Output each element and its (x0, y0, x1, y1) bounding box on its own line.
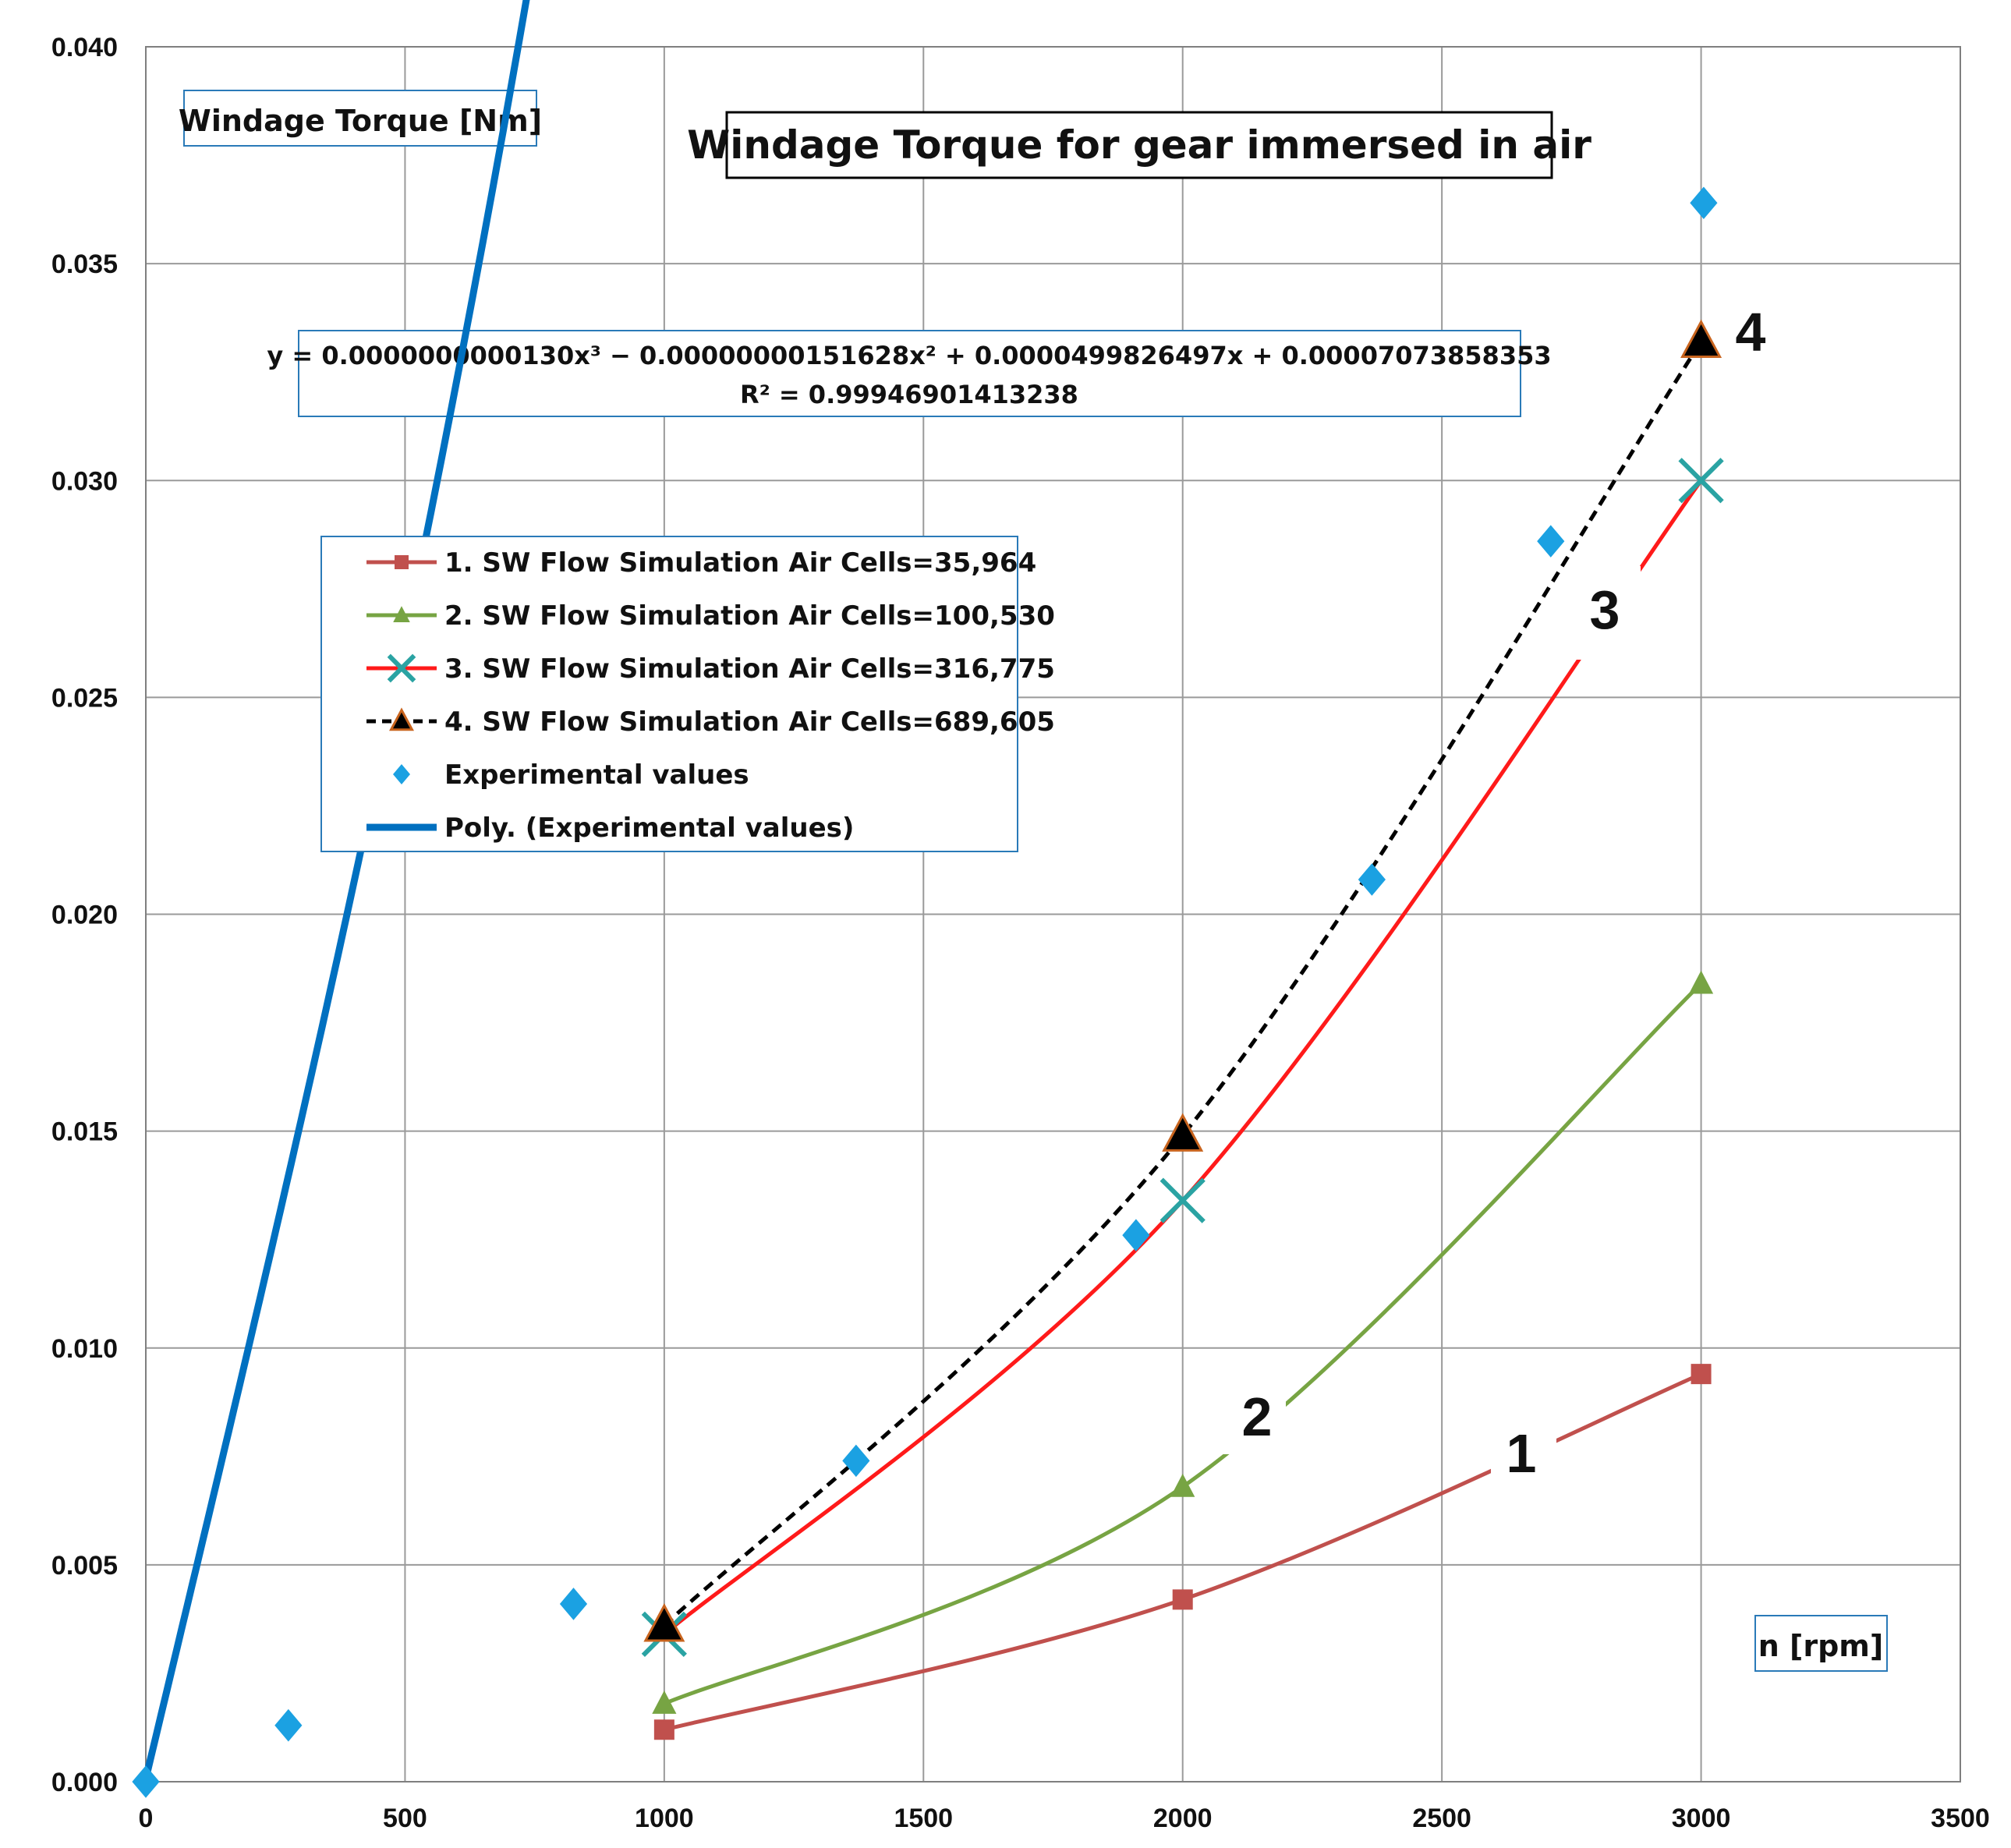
x-tick-label: 2000 (1153, 1804, 1213, 1833)
x-tick-label: 1000 (635, 1804, 694, 1833)
x-marker-stroke (1160, 1177, 1206, 1223)
series-4-line (663, 340, 1703, 1627)
y-tick-label: 0.010 (51, 1334, 118, 1364)
x-axis-label-box: n [rpm] (1754, 1615, 1888, 1672)
x-tick-label: 3000 (1672, 1804, 1731, 1833)
series-4-point (1162, 1113, 1204, 1152)
series-3-point (1678, 458, 1724, 504)
y-tick-label: 0.020 (51, 901, 118, 930)
curve-number-1: 1 (1506, 1423, 1537, 1484)
series-2-point (652, 1690, 677, 1714)
legend-marker (387, 653, 416, 683)
y-tick-label: 0.035 (51, 250, 118, 279)
legend-label: 3. SW Flow Simulation Air Cells=316,775 (444, 653, 1055, 685)
legend-entry: 4. SW Flow Simulation Air Cells=689,605 (366, 706, 1055, 738)
curve-number-labels: 1 2 3 4 (1220, 302, 1766, 1491)
y-tick-label: 0.000 (51, 1768, 118, 1797)
experimental-point (1122, 1219, 1150, 1251)
experimental-point (274, 1708, 303, 1742)
series-2-point (1170, 1473, 1195, 1497)
experimental-point (132, 1765, 160, 1798)
legend-marker (393, 606, 410, 622)
experimental-point (1358, 863, 1386, 896)
legend-entry: 3. SW Flow Simulation Air Cells=316,775 (366, 653, 1055, 685)
series-3-point (1160, 1177, 1206, 1223)
experimental-point (1537, 525, 1565, 558)
series-1-point (1172, 1589, 1193, 1610)
experimental-point (842, 1444, 870, 1478)
legend: 1. SW Flow Simulation Air Cells=35,964 2.… (320, 536, 1055, 852)
legend-label: 4. SW Flow Simulation Air Cells=689,605 (444, 706, 1055, 738)
curve-number-4: 4 (1736, 302, 1766, 363)
legend-label: Experimental values (444, 759, 749, 791)
series-2-line (663, 982, 1703, 1706)
experimental-point (1690, 186, 1718, 220)
legend-entry: 2. SW Flow Simulation Air Cells=100,530 (366, 600, 1055, 632)
y-axis-label-box: Windage Torque [Nm] (179, 90, 542, 147)
y-tick-label: 0.025 (51, 683, 118, 713)
x-axis-ticks: 0 500 1000 1500 2000 2500 3000 3500 (139, 1804, 1990, 1833)
x-tick-label: 500 (383, 1804, 427, 1833)
trendline-equation-box: y = 0.0000000000130x³ − 0.00000000151628… (267, 330, 1552, 417)
legend-entry: 1. SW Flow Simulation Air Cells=35,964 (366, 547, 1036, 579)
x-tick-label: 3500 (1931, 1804, 1990, 1833)
y-tick-label: 0.040 (51, 33, 118, 62)
x-marker-stroke (1678, 458, 1724, 504)
x-tick-label: 1500 (894, 1804, 953, 1833)
legend-entry: Poly. (Experimental values) (366, 812, 854, 844)
legend-marker (388, 707, 415, 731)
y-axis-ticks: 0.000 0.005 0.010 0.015 0.020 0.025 0.030 0.035… (51, 33, 118, 1797)
legend-label: 2. SW Flow Simulation Air Cells=100,530 (444, 600, 1055, 632)
legend-marker (393, 764, 410, 784)
series-4-point (1680, 319, 1722, 358)
plot-frame (145, 46, 1961, 1783)
y-tick-label: 0.015 (51, 1117, 118, 1147)
y-axis-label: Windage Torque [Nm] (179, 104, 542, 138)
x-tick-label: 0 (139, 1804, 154, 1833)
curve-number-2: 2 (1242, 1386, 1273, 1447)
plot-area-border (145, 46, 1961, 1783)
legend-entry: Experimental values (393, 759, 749, 791)
series-4-point (643, 1602, 685, 1642)
x-marker-stroke (387, 653, 416, 683)
experimental-point (559, 1588, 588, 1620)
series-1-point (1691, 1364, 1712, 1385)
x-tick-label: 2500 (1412, 1804, 1471, 1833)
curve-number-3: 3 (1590, 579, 1620, 640)
y-tick-label: 0.030 (51, 466, 118, 496)
series-1-point (653, 1719, 674, 1740)
y-tick-label: 0.005 (51, 1551, 118, 1581)
legend-label: Poly. (Experimental values) (444, 812, 854, 844)
chart-title-box: Windage Torque for gear immersed in air (687, 111, 1591, 179)
legend-marker (395, 555, 409, 569)
x-axis-label: n [rpm] (1758, 1629, 1884, 1663)
trendline-r-squared: R² = 0.99946901413238 (740, 380, 1078, 409)
chart-title: Windage Torque for gear immersed in air (687, 122, 1591, 168)
trendline-equation: y = 0.0000000000130x³ − 0.00000000151628… (267, 341, 1551, 370)
series-2-point (1688, 970, 1714, 994)
legend-label: 1. SW Flow Simulation Air Cells=35,964 (444, 547, 1036, 579)
